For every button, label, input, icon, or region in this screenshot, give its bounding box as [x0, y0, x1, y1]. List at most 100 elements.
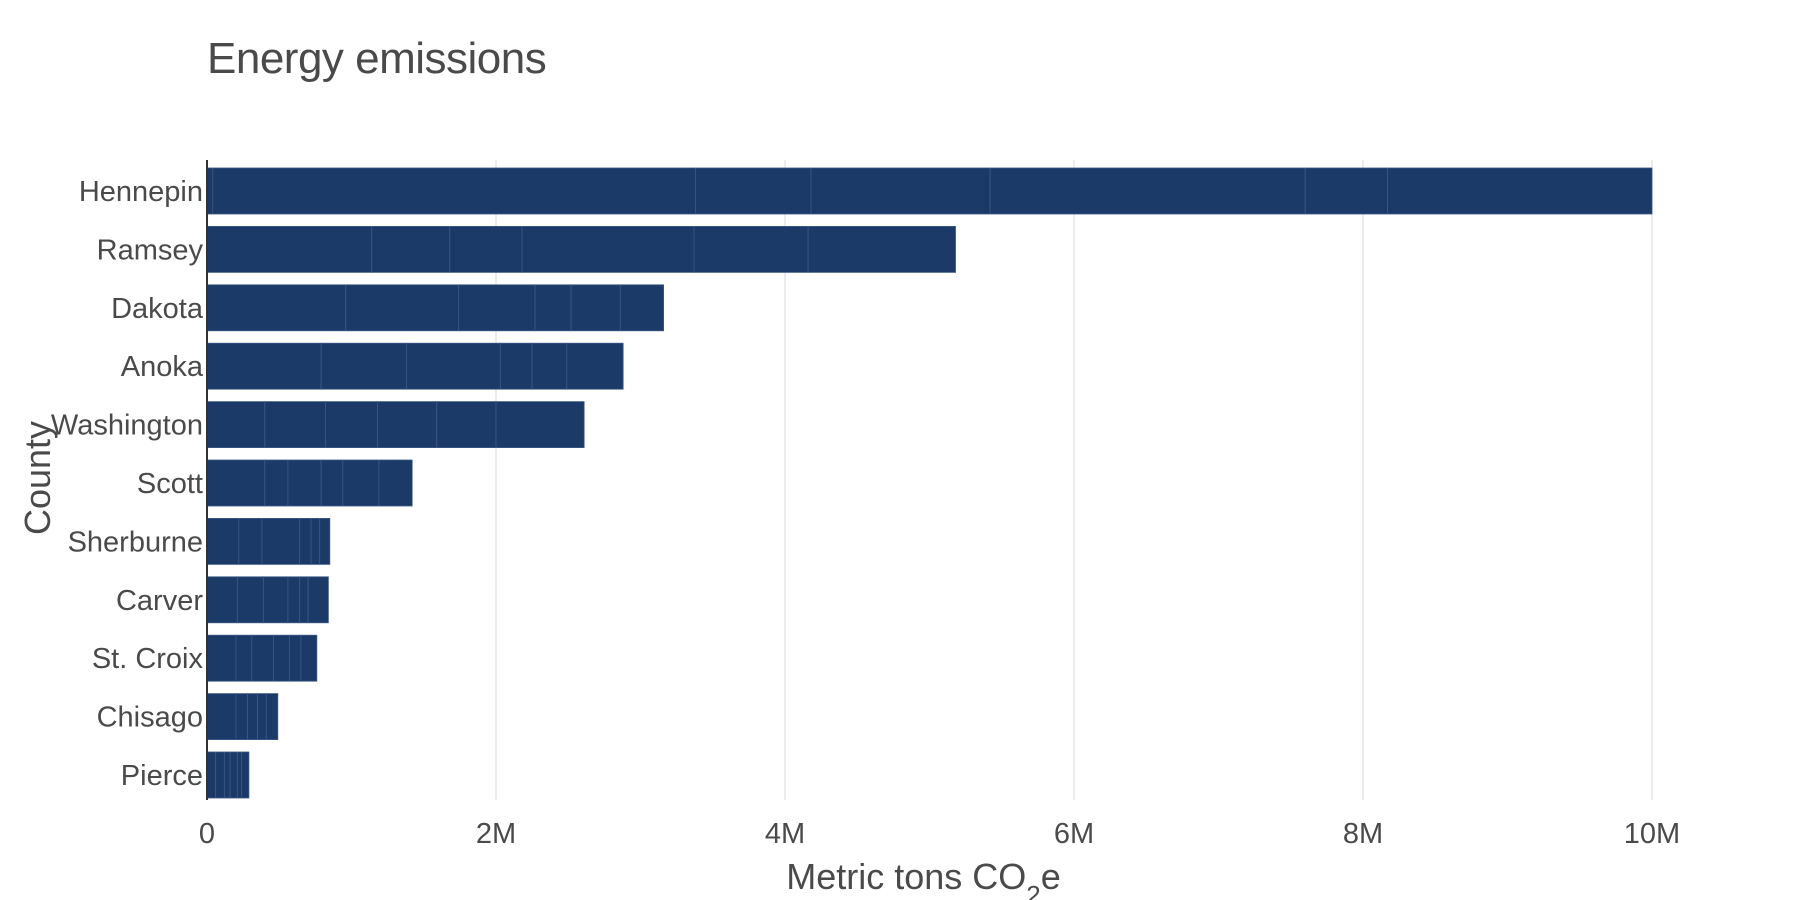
bar-segment [241, 751, 250, 799]
bar-st-croix [206, 634, 318, 682]
bar-segment [206, 225, 373, 273]
bar-segment [300, 634, 318, 682]
y-tick-label: Anoka [121, 351, 204, 383]
bar-segment [288, 634, 302, 682]
x-axis-title-suffix: e [1041, 856, 1061, 897]
bar-segment [378, 459, 413, 507]
bar-segment [247, 693, 258, 740]
bar-segment [265, 693, 279, 740]
bar-segment [206, 751, 217, 799]
bar-hennepin [206, 167, 1653, 215]
bar-segment [521, 225, 695, 273]
bar-carver [206, 576, 329, 624]
y-tick-label: Hennepin [79, 176, 203, 208]
bar-washington [206, 401, 585, 449]
bar-segment [262, 576, 289, 624]
x-tick-label: 10M [1624, 818, 1680, 850]
y-tick-label: Ramsey [97, 234, 204, 266]
bar-segment [695, 167, 812, 215]
bar-segment [287, 576, 300, 624]
bar-sherburne [206, 518, 331, 565]
bar-segment [206, 634, 237, 682]
bar-segment [206, 401, 266, 449]
bar-segment [325, 401, 378, 449]
bar-segment [206, 284, 347, 332]
bar-segment [261, 518, 300, 565]
bar-segment [307, 576, 329, 624]
bar-segment [310, 518, 321, 565]
bar-segment [1387, 167, 1653, 215]
bar-segment [345, 284, 459, 332]
x-axis-title-subscript: 2 [1026, 880, 1040, 900]
bar-segment [215, 751, 225, 799]
bar-segment [257, 693, 267, 740]
bar-segment [319, 518, 331, 565]
bar-segment [238, 518, 263, 565]
x-tick-labels: 0 2M 4M 6M 8M 10M [199, 818, 1680, 850]
x-tick-label: 4M [765, 818, 805, 850]
y-axis-title: County [17, 421, 58, 535]
bar-segment [807, 225, 956, 273]
bar-segment [287, 459, 322, 507]
bar-segment [236, 576, 264, 624]
bar-segment [235, 634, 253, 682]
bar-segment [531, 342, 568, 390]
bar-segment [989, 167, 1306, 215]
bar-segment [495, 401, 585, 449]
y-tick-label: Dakota [111, 293, 204, 325]
bar-segment [206, 576, 238, 624]
bar-segment [299, 576, 309, 624]
bar-segment [570, 284, 621, 332]
bar-segment [619, 284, 665, 332]
y-tick-label: Carver [116, 585, 203, 617]
bar-segment [206, 459, 266, 507]
bar-segment [320, 342, 407, 390]
bar-chisago [206, 693, 279, 740]
bar-segment [206, 518, 240, 565]
x-tick-label: 8M [1343, 818, 1383, 850]
y-tick-label: Pierce [121, 760, 203, 792]
x-axis-title-main: Metric tons CO [786, 856, 1026, 897]
bar-segment [534, 284, 572, 332]
bar-segment [236, 751, 243, 799]
bar-segment [693, 225, 809, 273]
x-tick-label: 0 [199, 818, 215, 850]
y-tick-labels: Hennepin Ramsey Dakota Anoka Washington Scott… [51, 176, 204, 792]
bar-segment [299, 518, 312, 565]
bar-segment [264, 459, 289, 507]
bar-segment [566, 342, 624, 390]
y-tick-label: Sherburne [68, 526, 203, 558]
y-tick-label: St. Croix [92, 643, 204, 675]
bar-scott [206, 459, 413, 507]
bar-ramsey [206, 225, 956, 273]
bar-segment [377, 401, 438, 449]
bar-segment [212, 167, 696, 215]
y-tick-label: Scott [137, 468, 203, 500]
bar-segment [449, 225, 523, 273]
bar-segment [223, 751, 231, 799]
bar-segment [499, 342, 533, 390]
x-axis-title: Metric tons CO2e [786, 856, 1061, 900]
y-tick-label: Chisago [97, 702, 203, 734]
x-tick-label: 2M [476, 818, 516, 850]
bar-segment [458, 284, 536, 332]
bar-segment [320, 459, 344, 507]
bar-segment [436, 401, 497, 449]
bar-segment [206, 342, 322, 390]
bar-anoka [206, 342, 624, 390]
bar-dakota [206, 284, 665, 332]
bar-segment [406, 342, 501, 390]
bar-segment [810, 167, 991, 215]
bar-segment [342, 459, 380, 507]
bar-segment [1304, 167, 1388, 215]
y-tick-label: Washington [51, 410, 203, 442]
bar-segment [264, 401, 326, 449]
x-tick-label: 6M [1054, 818, 1094, 850]
bar-segment [371, 225, 451, 273]
bar-segment [273, 634, 290, 682]
chart-title: Energy emissions [207, 34, 547, 83]
bar-segment [206, 693, 237, 740]
bar-segment [251, 634, 274, 682]
bar-pierce [206, 751, 250, 799]
